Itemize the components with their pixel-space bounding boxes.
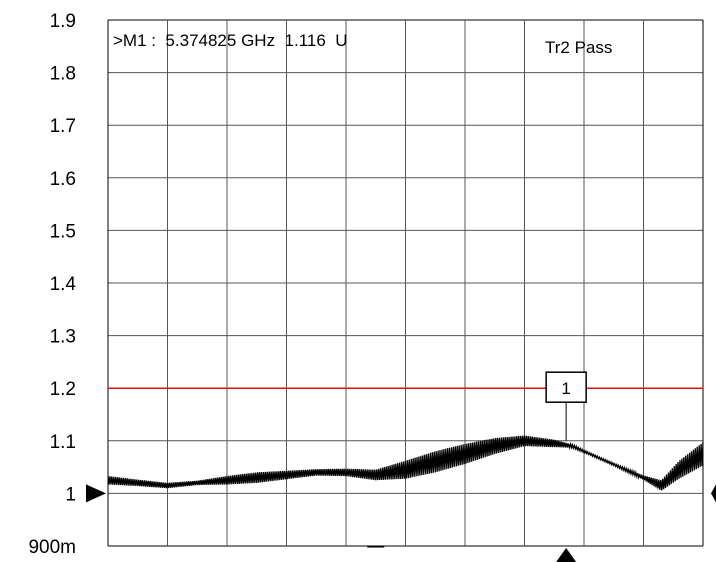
y-tick-label: 1.5 [50, 221, 76, 242]
marker-position-triangle-icon [556, 548, 577, 562]
trace-line [107, 435, 704, 491]
y-tick-label: 1.3 [50, 327, 76, 348]
y-tick-label: 1.9 [50, 11, 76, 32]
reference-left-triangle-icon [86, 484, 106, 503]
marker-1[interactable]: 1 [545, 371, 587, 441]
marker-label: 1 [561, 379, 570, 398]
y-tick-label: 1.7 [50, 116, 76, 137]
y-tick-label: 900m [28, 537, 76, 558]
y-tick-labels: 1.9 1.8 1.7 1.6 1.5 1.4 1.3 1.2 1.1 1 900m [28, 11, 76, 558]
y-tick-label: 1 [65, 484, 76, 505]
bottom-dash: — [367, 536, 384, 555]
reference-right-triangle-icon [711, 484, 716, 503]
trace-status: Tr2 Pass [545, 38, 612, 57]
marker-label-box [545, 371, 587, 403]
marker-readout: >M1 : 5.374825 GHz 1.116 U [113, 31, 348, 50]
y-tick-label: 1.8 [50, 64, 76, 85]
y-tick-label: 1.6 [50, 169, 76, 190]
y-tick-label: 1.4 [50, 274, 77, 295]
y-tick-label: 1.1 [50, 432, 76, 453]
y-tick-label: 1.2 [50, 379, 76, 400]
